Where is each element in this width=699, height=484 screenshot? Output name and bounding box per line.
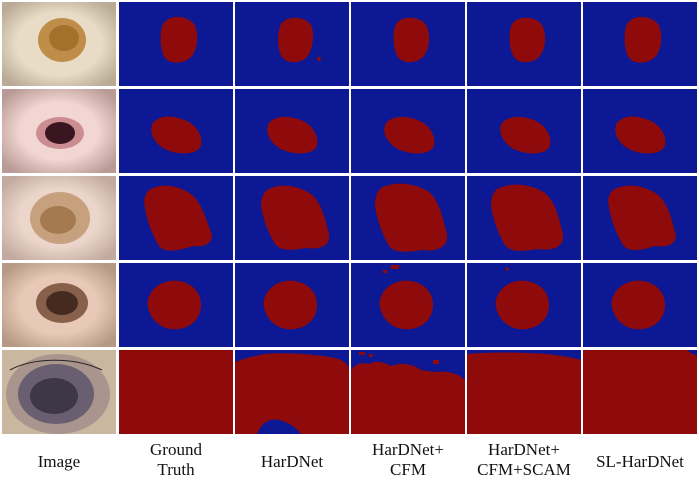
row3-hardnet-mask (235, 176, 349, 260)
column-label-image: Image (37, 452, 81, 471)
column-label-ground-truth: Ground Truth (150, 440, 202, 479)
column-label-sl-hardnet: SL-HarDNet (596, 452, 684, 471)
row5-hardnet-mask (235, 350, 349, 434)
row1-sl-hardnet-mask (583, 2, 697, 86)
row4-hardnet-cfm-mask (351, 263, 465, 347)
row1-hardnet-cfm-mask (351, 2, 465, 86)
row2-sl-hardnet-mask (583, 89, 697, 173)
column-label-hardnet: HarDNet (260, 452, 324, 471)
row5-dermoscopy-image (2, 350, 116, 434)
row4-sl-hardnet-mask (583, 263, 697, 347)
row2-hardnet-cfm-scam-mask (467, 89, 581, 173)
column-label-hardnet-cfm-scam: HarDNet+ CFM+SCAM (477, 440, 571, 479)
row1-hardnet-mask (235, 2, 349, 86)
column-label-hardnet-cfm: HarDNet+ CFM (372, 440, 444, 479)
row4-dermoscopy-image (2, 263, 116, 347)
row5-ground-truth-mask (119, 350, 233, 434)
row3-dermoscopy-image (2, 176, 116, 260)
row3-sl-hardnet-mask (583, 176, 697, 260)
row5-hardnet-cfm-mask (351, 350, 465, 434)
row1-hardnet-cfm-scam-mask (467, 2, 581, 86)
row2-dermoscopy-image (2, 89, 116, 173)
row4-hardnet-mask (235, 263, 349, 347)
row4-hardnet-cfm-scam-mask (467, 263, 581, 347)
row5-sl-hardnet-mask (583, 350, 697, 434)
row2-hardnet-mask (235, 89, 349, 173)
row3-ground-truth-mask (119, 176, 233, 260)
row1-ground-truth-mask (119, 2, 233, 86)
row2-ground-truth-mask (119, 89, 233, 173)
row3-hardnet-cfm-mask (351, 176, 465, 260)
row4-ground-truth-mask (119, 263, 233, 347)
row3-hardnet-cfm-scam-mask (467, 176, 581, 260)
row2-hardnet-cfm-mask (351, 89, 465, 173)
row1-dermoscopy-image (2, 2, 116, 86)
row5-hardnet-cfm-scam-mask (467, 350, 581, 434)
